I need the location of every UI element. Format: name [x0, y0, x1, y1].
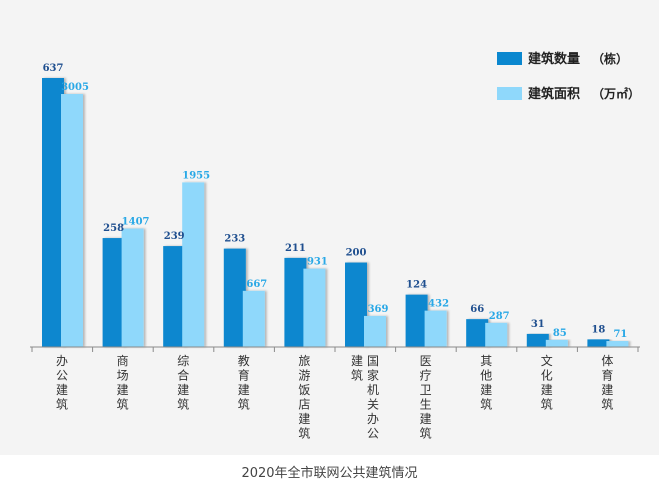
bar-building-count	[163, 246, 186, 347]
value-label-count: 637	[43, 63, 64, 74]
bar-building-area	[485, 322, 508, 347]
value-label-count: 211	[285, 243, 306, 254]
category-label: 商场建筑	[117, 353, 129, 412]
bar-building-count	[587, 339, 610, 347]
bar-building-count	[42, 78, 64, 347]
bar-building-area	[121, 228, 144, 347]
value-label-area: 931	[307, 257, 328, 268]
bar-building-count	[284, 257, 307, 347]
bar-building-area	[424, 310, 447, 347]
bar-building-count	[223, 248, 246, 347]
bar-building-count	[466, 319, 489, 347]
legend-series-unit: （栋）	[592, 51, 628, 66]
value-label-count: 66	[470, 304, 484, 315]
value-label-area: 1407	[122, 217, 150, 228]
bar-building-area	[182, 182, 205, 347]
legend-series-name: 建筑面积	[528, 86, 580, 102]
category-label: 建筑	[351, 354, 363, 383]
value-label-count: 239	[164, 231, 185, 242]
value-label-area: 1955	[182, 170, 210, 181]
chart-panel: 637 3005 办公建筑 258 1407 商场建筑 239 1955 综合建筑 233 667 教…	[0, 0, 659, 455]
value-label-area: 3005	[61, 82, 89, 93]
bar-building-area	[545, 339, 568, 347]
value-label-area: 369	[368, 304, 389, 315]
value-label-area: 71	[613, 329, 627, 340]
bar-building-count	[345, 262, 367, 347]
value-label-area: 667	[246, 279, 267, 290]
value-label-area: 432	[428, 299, 449, 310]
bar-building-count	[102, 238, 125, 347]
category-label: 办公建筑	[56, 353, 68, 412]
value-label-area: 85	[553, 328, 567, 339]
bar-building-area	[364, 315, 386, 347]
legend-series-name: 建筑数量	[528, 51, 580, 67]
bar-building-area	[303, 268, 326, 347]
value-label-count: 200	[346, 248, 367, 259]
legend: 建筑数量 （栋） 建筑面积 （万㎡）	[497, 51, 640, 102]
category-label: 综合建筑	[177, 354, 189, 412]
value-label-count: 258	[103, 223, 124, 234]
value-label-count: 18	[591, 324, 605, 335]
category-label: 其他建筑	[480, 354, 492, 412]
category-label: 文化建筑	[541, 353, 553, 412]
category-label: 医疗卫生建筑	[420, 354, 432, 441]
value-label-area: 287	[489, 311, 510, 322]
bar-building-area	[61, 94, 83, 347]
value-label-count: 31	[531, 319, 545, 330]
value-label-count: 124	[406, 280, 427, 291]
category-label: 教育建筑	[238, 353, 250, 412]
category-label: 体育建筑	[601, 354, 613, 412]
bar-building-count	[405, 294, 428, 347]
value-label-count: 233	[224, 234, 245, 245]
bar-building-count	[526, 333, 549, 347]
legend-series-unit: （万㎡）	[592, 86, 640, 101]
category-label: 国家机关办公	[367, 354, 379, 441]
chart-caption: 2020年全市联网公共建筑情况	[241, 466, 418, 481]
bar-building-area	[242, 290, 265, 347]
bar-building-area	[606, 341, 629, 347]
category-label: 旅游饭店建筑	[298, 354, 310, 441]
legend-swatch	[497, 52, 522, 65]
legend-swatch	[497, 87, 522, 100]
